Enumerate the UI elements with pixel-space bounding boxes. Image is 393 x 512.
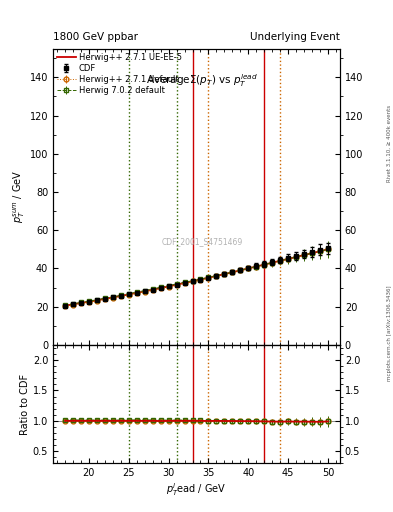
- Text: 1800 GeV ppbar: 1800 GeV ppbar: [53, 32, 138, 42]
- Text: Average$\Sigma(p_T)$ vs $p_T^{lead}$: Average$\Sigma(p_T)$ vs $p_T^{lead}$: [146, 72, 258, 89]
- Herwig++ 2.7.1 UE-EE-5: [310, 250, 314, 256]
- Herwig++ 2.7.1 UE-EE-5: [278, 258, 283, 264]
- Herwig++ 2.7.1 UE-EE-5: [198, 276, 203, 283]
- Herwig++ 2.7.1 UE-EE-5: [103, 296, 107, 302]
- Herwig++ 2.7.1 UE-EE-5: [166, 283, 171, 289]
- Herwig++ 2.7.1 UE-EE-5: [86, 298, 91, 305]
- Herwig++ 2.7.1 UE-EE-5: [246, 265, 251, 271]
- Text: Rivet 3.1.10, ≥ 400k events: Rivet 3.1.10, ≥ 400k events: [387, 105, 392, 182]
- Herwig++ 2.7.1 UE-EE-5: [190, 278, 195, 284]
- Herwig++ 2.7.1 UE-EE-5: [110, 294, 115, 301]
- Herwig++ 2.7.1 UE-EE-5: [174, 282, 179, 288]
- Herwig++ 2.7.1 UE-EE-5: [127, 291, 131, 297]
- Herwig++ 2.7.1 UE-EE-5: [294, 254, 298, 260]
- Herwig++ 2.7.1 UE-EE-5: [95, 297, 99, 304]
- X-axis label: $p_T^{l}$ead / GeV: $p_T^{l}$ead / GeV: [166, 481, 227, 498]
- Herwig++ 2.7.1 UE-EE-5: [142, 288, 147, 294]
- Herwig++ 2.7.1 UE-EE-5: [118, 293, 123, 299]
- Herwig++ 2.7.1 UE-EE-5: [206, 275, 211, 281]
- Herwig++ 2.7.1 UE-EE-5: [158, 285, 163, 291]
- Herwig++ 2.7.1 UE-EE-5: [270, 260, 275, 266]
- Herwig++ 2.7.1 UE-EE-5: [222, 271, 227, 277]
- Herwig++ 2.7.1 UE-EE-5: [286, 256, 290, 262]
- Herwig++ 2.7.1 UE-EE-5: [182, 280, 187, 286]
- Herwig++ 2.7.1 UE-EE-5: [150, 287, 155, 293]
- Herwig++ 2.7.1 UE-EE-5: [79, 300, 83, 306]
- Herwig++ 2.7.1 UE-EE-5: [254, 264, 259, 270]
- Herwig++ 2.7.1 UE-EE-5: [71, 301, 75, 307]
- Y-axis label: Ratio to CDF: Ratio to CDF: [20, 374, 30, 435]
- Herwig++ 2.7.1 UE-EE-5: [214, 273, 219, 279]
- Text: mcplots.cern.ch [arXiv:1306.3436]: mcplots.cern.ch [arXiv:1306.3436]: [387, 285, 392, 380]
- Herwig++ 2.7.1 UE-EE-5: [318, 248, 322, 254]
- Herwig++ 2.7.1 UE-EE-5: [230, 269, 235, 275]
- Herwig++ 2.7.1 UE-EE-5: [62, 303, 67, 309]
- Herwig++ 2.7.1 UE-EE-5: [302, 252, 307, 258]
- Line: Herwig++ 2.7.1 UE-EE-5: Herwig++ 2.7.1 UE-EE-5: [65, 249, 328, 306]
- Herwig++ 2.7.1 UE-EE-5: [134, 290, 139, 296]
- Herwig++ 2.7.1 UE-EE-5: [326, 246, 331, 252]
- Y-axis label: $p_T^{sum}$ / GeV: $p_T^{sum}$ / GeV: [11, 170, 27, 223]
- Text: Underlying Event: Underlying Event: [250, 32, 340, 42]
- Text: CDF_2001_S4751469: CDF_2001_S4751469: [162, 237, 243, 246]
- Legend: Herwig++ 2.7.1 UE-EE-5, CDF, Herwig++ 2.7.1 default, Herwig 7.0.2 default: Herwig++ 2.7.1 UE-EE-5, CDF, Herwig++ 2.…: [55, 51, 184, 97]
- Herwig++ 2.7.1 UE-EE-5: [262, 262, 266, 268]
- Herwig++ 2.7.1 UE-EE-5: [238, 267, 243, 273]
